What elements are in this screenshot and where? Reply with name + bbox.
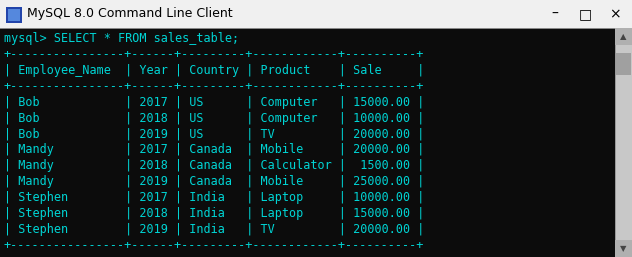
Bar: [615, 28, 616, 257]
Bar: [0, 28, 632, 29]
Text: MySQL 8.0 Command Line Client: MySQL 8.0 Command Line Client: [27, 7, 233, 21]
Text: | Bob            | 2019 | US      | TV         | 20000.00 |: | Bob | 2019 | US | TV | 20000.00 |: [4, 127, 424, 141]
Text: | Bob            | 2018 | US      | Computer   | 10000.00 |: | Bob | 2018 | US | Computer | 10000.00 …: [4, 112, 424, 125]
Text: | Stephen        | 2017 | India   | Laptop     | 10000.00 |: | Stephen | 2017 | India | Laptop | 1000…: [4, 191, 424, 204]
Text: ×: ×: [609, 7, 621, 21]
Text: –: –: [552, 7, 559, 21]
Bar: [615, 28, 632, 257]
Bar: [615, 240, 632, 257]
Text: | Bob            | 2017 | US      | Computer   | 15000.00 |: | Bob | 2017 | US | Computer | 15000.00 …: [4, 96, 424, 109]
Bar: [8, 9, 20, 21]
Text: | Mandy          | 2017 | Canada  | Mobile     | 20000.00 |: | Mandy | 2017 | Canada | Mobile | 20000…: [4, 143, 424, 157]
Text: □: □: [578, 7, 592, 21]
Text: +----------------+------+---------+------------+----------+: +----------------+------+---------+-----…: [4, 48, 424, 61]
Text: | Mandy          | 2019 | Canada  | Mobile     | 25000.00 |: | Mandy | 2019 | Canada | Mobile | 25000…: [4, 175, 424, 188]
Bar: [615, 28, 632, 45]
Bar: [6, 7, 22, 23]
Text: +----------------+------+---------+------------+----------+: +----------------+------+---------+-----…: [4, 80, 424, 93]
Text: +----------------+------+---------+------------+----------+: +----------------+------+---------+-----…: [4, 239, 424, 252]
Bar: [616, 53, 631, 75]
Bar: [0, 0, 632, 28]
Text: | Mandy          | 2018 | Canada  | Calculator |  1500.00 |: | Mandy | 2018 | Canada | Calculator | 1…: [4, 159, 424, 172]
Text: | Stephen        | 2019 | India   | TV         | 20000.00 |: | Stephen | 2019 | India | TV | 20000.00…: [4, 223, 424, 236]
Text: ▲: ▲: [620, 32, 627, 41]
Text: | Stephen        | 2018 | India   | Laptop     | 15000.00 |: | Stephen | 2018 | India | Laptop | 1500…: [4, 207, 424, 220]
Text: mysql> SELECT * FROM sales_table;: mysql> SELECT * FROM sales_table;: [4, 32, 239, 45]
Text: ▼: ▼: [620, 244, 627, 253]
Text: | Employee_Name  | Year | Country | Product    | Sale     |: | Employee_Name | Year | Country | Produ…: [4, 64, 424, 77]
